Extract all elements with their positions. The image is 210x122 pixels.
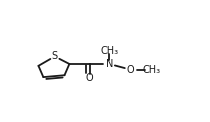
Text: N: N bbox=[106, 59, 113, 69]
Text: CH₃: CH₃ bbox=[100, 46, 118, 56]
Text: O: O bbox=[127, 65, 134, 75]
Text: O: O bbox=[86, 73, 93, 83]
Text: S: S bbox=[52, 51, 58, 61]
Text: CH₃: CH₃ bbox=[143, 65, 161, 75]
